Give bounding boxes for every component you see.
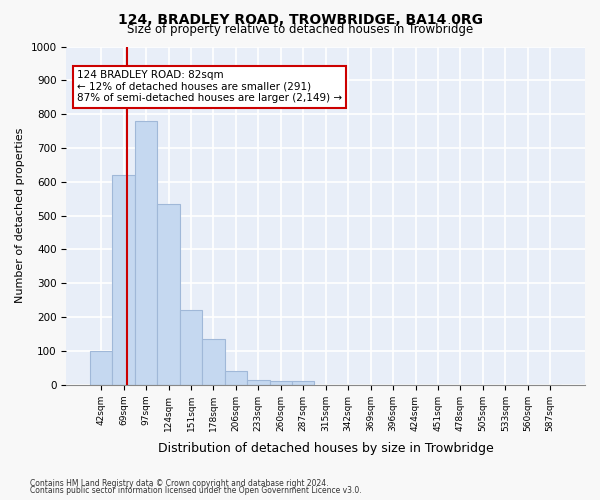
- Bar: [112, 175, 135, 385]
- Text: 124, BRADLEY ROAD, TROWBRIDGE, BA14 0RG: 124, BRADLEY ROAD, TROWBRIDGE, BA14 0RG: [118, 12, 482, 26]
- Y-axis label: Number of detached properties: Number of detached properties: [15, 128, 25, 304]
- Bar: [224, 372, 247, 385]
- Text: 124 BRADLEY ROAD: 82sqm
← 12% of detached houses are smaller (291)
87% of semi-d: 124 BRADLEY ROAD: 82sqm ← 12% of detache…: [77, 70, 342, 103]
- Bar: [90, 351, 112, 385]
- Bar: [247, 380, 269, 385]
- Text: Size of property relative to detached houses in Trowbridge: Size of property relative to detached ho…: [127, 22, 473, 36]
- Bar: [292, 382, 314, 385]
- Bar: [135, 121, 157, 385]
- Text: Contains HM Land Registry data © Crown copyright and database right 2024.: Contains HM Land Registry data © Crown c…: [30, 478, 329, 488]
- Bar: [269, 382, 292, 385]
- X-axis label: Distribution of detached houses by size in Trowbridge: Distribution of detached houses by size …: [158, 442, 494, 455]
- Bar: [157, 204, 180, 385]
- Bar: [180, 310, 202, 385]
- Text: Contains public sector information licensed under the Open Government Licence v3: Contains public sector information licen…: [30, 486, 362, 495]
- Bar: [202, 339, 224, 385]
